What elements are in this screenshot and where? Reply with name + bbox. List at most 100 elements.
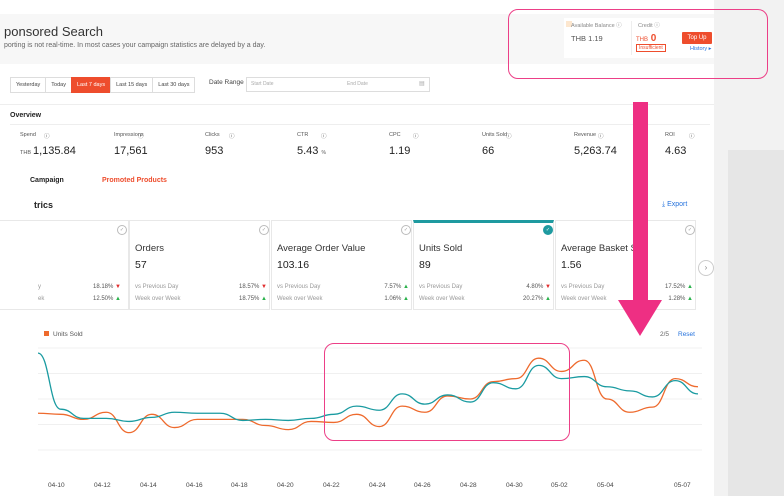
metric-name: Orders bbox=[135, 243, 165, 254]
overview-label: Revenue bbox=[574, 132, 597, 138]
metric-card[interactable] bbox=[271, 220, 412, 310]
date-filter-buttons: Yesterday Today Last 7 days Last 15 days… bbox=[10, 77, 196, 93]
export-button[interactable]: ⤓ Export bbox=[662, 201, 688, 208]
overview-label: Units Sold bbox=[482, 132, 508, 138]
top-up-button[interactable]: Top Up bbox=[682, 32, 712, 44]
x-tick-label: 04-28 bbox=[460, 482, 477, 489]
arrow-up-icon: ▲ bbox=[259, 296, 267, 302]
date-range-picker[interactable]: Start Date End Date ▤ bbox=[246, 77, 430, 92]
metric-name: Average Order Value bbox=[277, 243, 366, 254]
x-tick-label: 04-26 bbox=[414, 482, 431, 489]
metric-compare-pct: 20.27% ▲ bbox=[523, 296, 551, 302]
metric-check-icon[interactable]: ✓ bbox=[117, 225, 127, 235]
metric-value: 57 bbox=[135, 259, 147, 271]
date-range-label: Date Range bbox=[209, 79, 244, 86]
info-icon[interactable]: ⓘ bbox=[44, 134, 50, 140]
arrow-up-icon: ▲ bbox=[685, 296, 693, 302]
overview-value: 4.63 bbox=[665, 145, 686, 157]
credit-label: Credit ⓘ bbox=[638, 23, 660, 29]
info-icon[interactable]: ⓘ bbox=[321, 134, 327, 140]
metric-compare-label: vs Previous Day bbox=[277, 284, 321, 290]
download-icon: ⤓ bbox=[662, 201, 666, 208]
metric-compare-label: vs Previous Day bbox=[561, 284, 605, 290]
metric-week-pct: 12.50% ▲ bbox=[93, 296, 121, 302]
info-icon[interactable]: ⓘ bbox=[138, 134, 144, 140]
overview-label: ROI bbox=[665, 132, 675, 138]
metric-compare-label: Week over Week bbox=[561, 296, 607, 302]
filter-yesterday[interactable]: Yesterday bbox=[10, 77, 47, 93]
overview-number: 4.63 bbox=[665, 145, 687, 157]
currency-label: THB bbox=[20, 150, 31, 156]
x-tick-label: 04-14 bbox=[140, 482, 157, 489]
overview-value: 66 bbox=[482, 145, 494, 157]
info-icon[interactable]: ⓘ bbox=[689, 134, 695, 140]
overview-label: CPC bbox=[389, 132, 401, 138]
tab-promoted-products[interactable]: Promoted Products bbox=[102, 177, 167, 184]
highlight-balance bbox=[508, 9, 768, 79]
calendar-icon[interactable]: ▤ bbox=[419, 81, 425, 87]
x-tick-label: 05-07 bbox=[674, 482, 691, 489]
pointer-arrow bbox=[618, 102, 662, 336]
highlight-chart-region bbox=[324, 343, 570, 441]
x-tick-label: 04-20 bbox=[277, 482, 294, 489]
x-tick-label: 05-02 bbox=[551, 482, 568, 489]
wallet-icon bbox=[566, 21, 572, 27]
metric-card-partial[interactable] bbox=[0, 220, 129, 310]
overview-label: Impressions bbox=[114, 132, 144, 138]
info-icon[interactable]: ⓘ bbox=[506, 134, 512, 140]
filter-today[interactable]: Today bbox=[45, 77, 72, 93]
line-chart bbox=[38, 347, 702, 451]
metric-check-icon[interactable]: ✓ bbox=[259, 225, 269, 235]
metric-compare-pct: 1.06% ▲ bbox=[384, 296, 409, 302]
metric-check-icon[interactable]: ✓ bbox=[543, 225, 553, 235]
metric-compare-pct: 4.80% ▼ bbox=[526, 284, 551, 290]
chevron-right-icon[interactable]: › bbox=[698, 260, 714, 276]
overview-number: 5.43 bbox=[297, 145, 319, 157]
overview-number: 1.19 bbox=[389, 145, 411, 157]
overview-number: 66 bbox=[482, 145, 495, 157]
metric-compare-pct: 17.52% ▲ bbox=[665, 284, 693, 290]
overview-title: Overview bbox=[10, 112, 42, 119]
insufficient-badge: Insufficient bbox=[636, 44, 666, 52]
tab-campaign[interactable]: Campaign bbox=[30, 177, 64, 184]
arrow-up-icon: ▲ bbox=[685, 284, 693, 290]
metric-check-icon[interactable]: ✓ bbox=[401, 225, 411, 235]
arrow-up-icon: ▲ bbox=[401, 284, 409, 290]
end-date-input[interactable]: End Date bbox=[347, 81, 368, 87]
page-subtitle: porting is not real-time. In most cases … bbox=[4, 42, 266, 49]
chart-legend[interactable]: Units Sold bbox=[44, 331, 83, 338]
unit-label: % bbox=[321, 150, 326, 156]
reset-button[interactable]: Reset bbox=[678, 331, 695, 338]
metric-compare-label: Week over Week bbox=[135, 296, 181, 302]
available-balance-value: THB 1.19 bbox=[571, 34, 603, 43]
x-tick-label: 04-24 bbox=[369, 482, 386, 489]
series-line-1 bbox=[38, 352, 699, 423]
history-link[interactable]: History ▸ bbox=[690, 46, 712, 52]
metric-card[interactable] bbox=[413, 220, 554, 310]
available-balance-label: Available Balance ⓘ bbox=[571, 23, 622, 29]
metric-value: 1.56 bbox=[561, 259, 582, 271]
metric-compare-label: vs Previous Day bbox=[419, 284, 463, 290]
overview-value: 1.19 bbox=[389, 145, 410, 157]
filter-last-15-days[interactable]: Last 15 days bbox=[110, 77, 154, 93]
info-icon[interactable]: ⓘ bbox=[598, 134, 604, 140]
start-date-input[interactable]: Start Date bbox=[251, 81, 274, 87]
x-tick-label: 05-04 bbox=[597, 482, 614, 489]
x-tick-label: 04-16 bbox=[186, 482, 203, 489]
x-tick-label: 04-18 bbox=[231, 482, 248, 489]
metric-compare-pct: 18.57% ▼ bbox=[239, 284, 267, 290]
overview-label: Spend bbox=[20, 132, 36, 138]
metric-compare-label: Week over Week bbox=[277, 296, 323, 302]
pager: 2/5 bbox=[660, 331, 670, 338]
overview-label: Clicks bbox=[205, 132, 220, 138]
metric-check-icon[interactable]: ✓ bbox=[685, 225, 695, 235]
arrow-down-icon: ▼ bbox=[543, 284, 551, 290]
filter-last-30-days[interactable]: Last 30 days bbox=[152, 77, 196, 93]
x-tick-label: 04-10 bbox=[48, 482, 65, 489]
metric-card[interactable] bbox=[129, 220, 270, 310]
background-shape bbox=[728, 150, 784, 496]
overview-value: 5.43 % bbox=[297, 145, 326, 157]
filter-last-7-days[interactable]: Last 7 days bbox=[70, 77, 112, 93]
info-icon[interactable]: ⓘ bbox=[229, 134, 235, 140]
info-icon[interactable]: ⓘ bbox=[413, 134, 419, 140]
